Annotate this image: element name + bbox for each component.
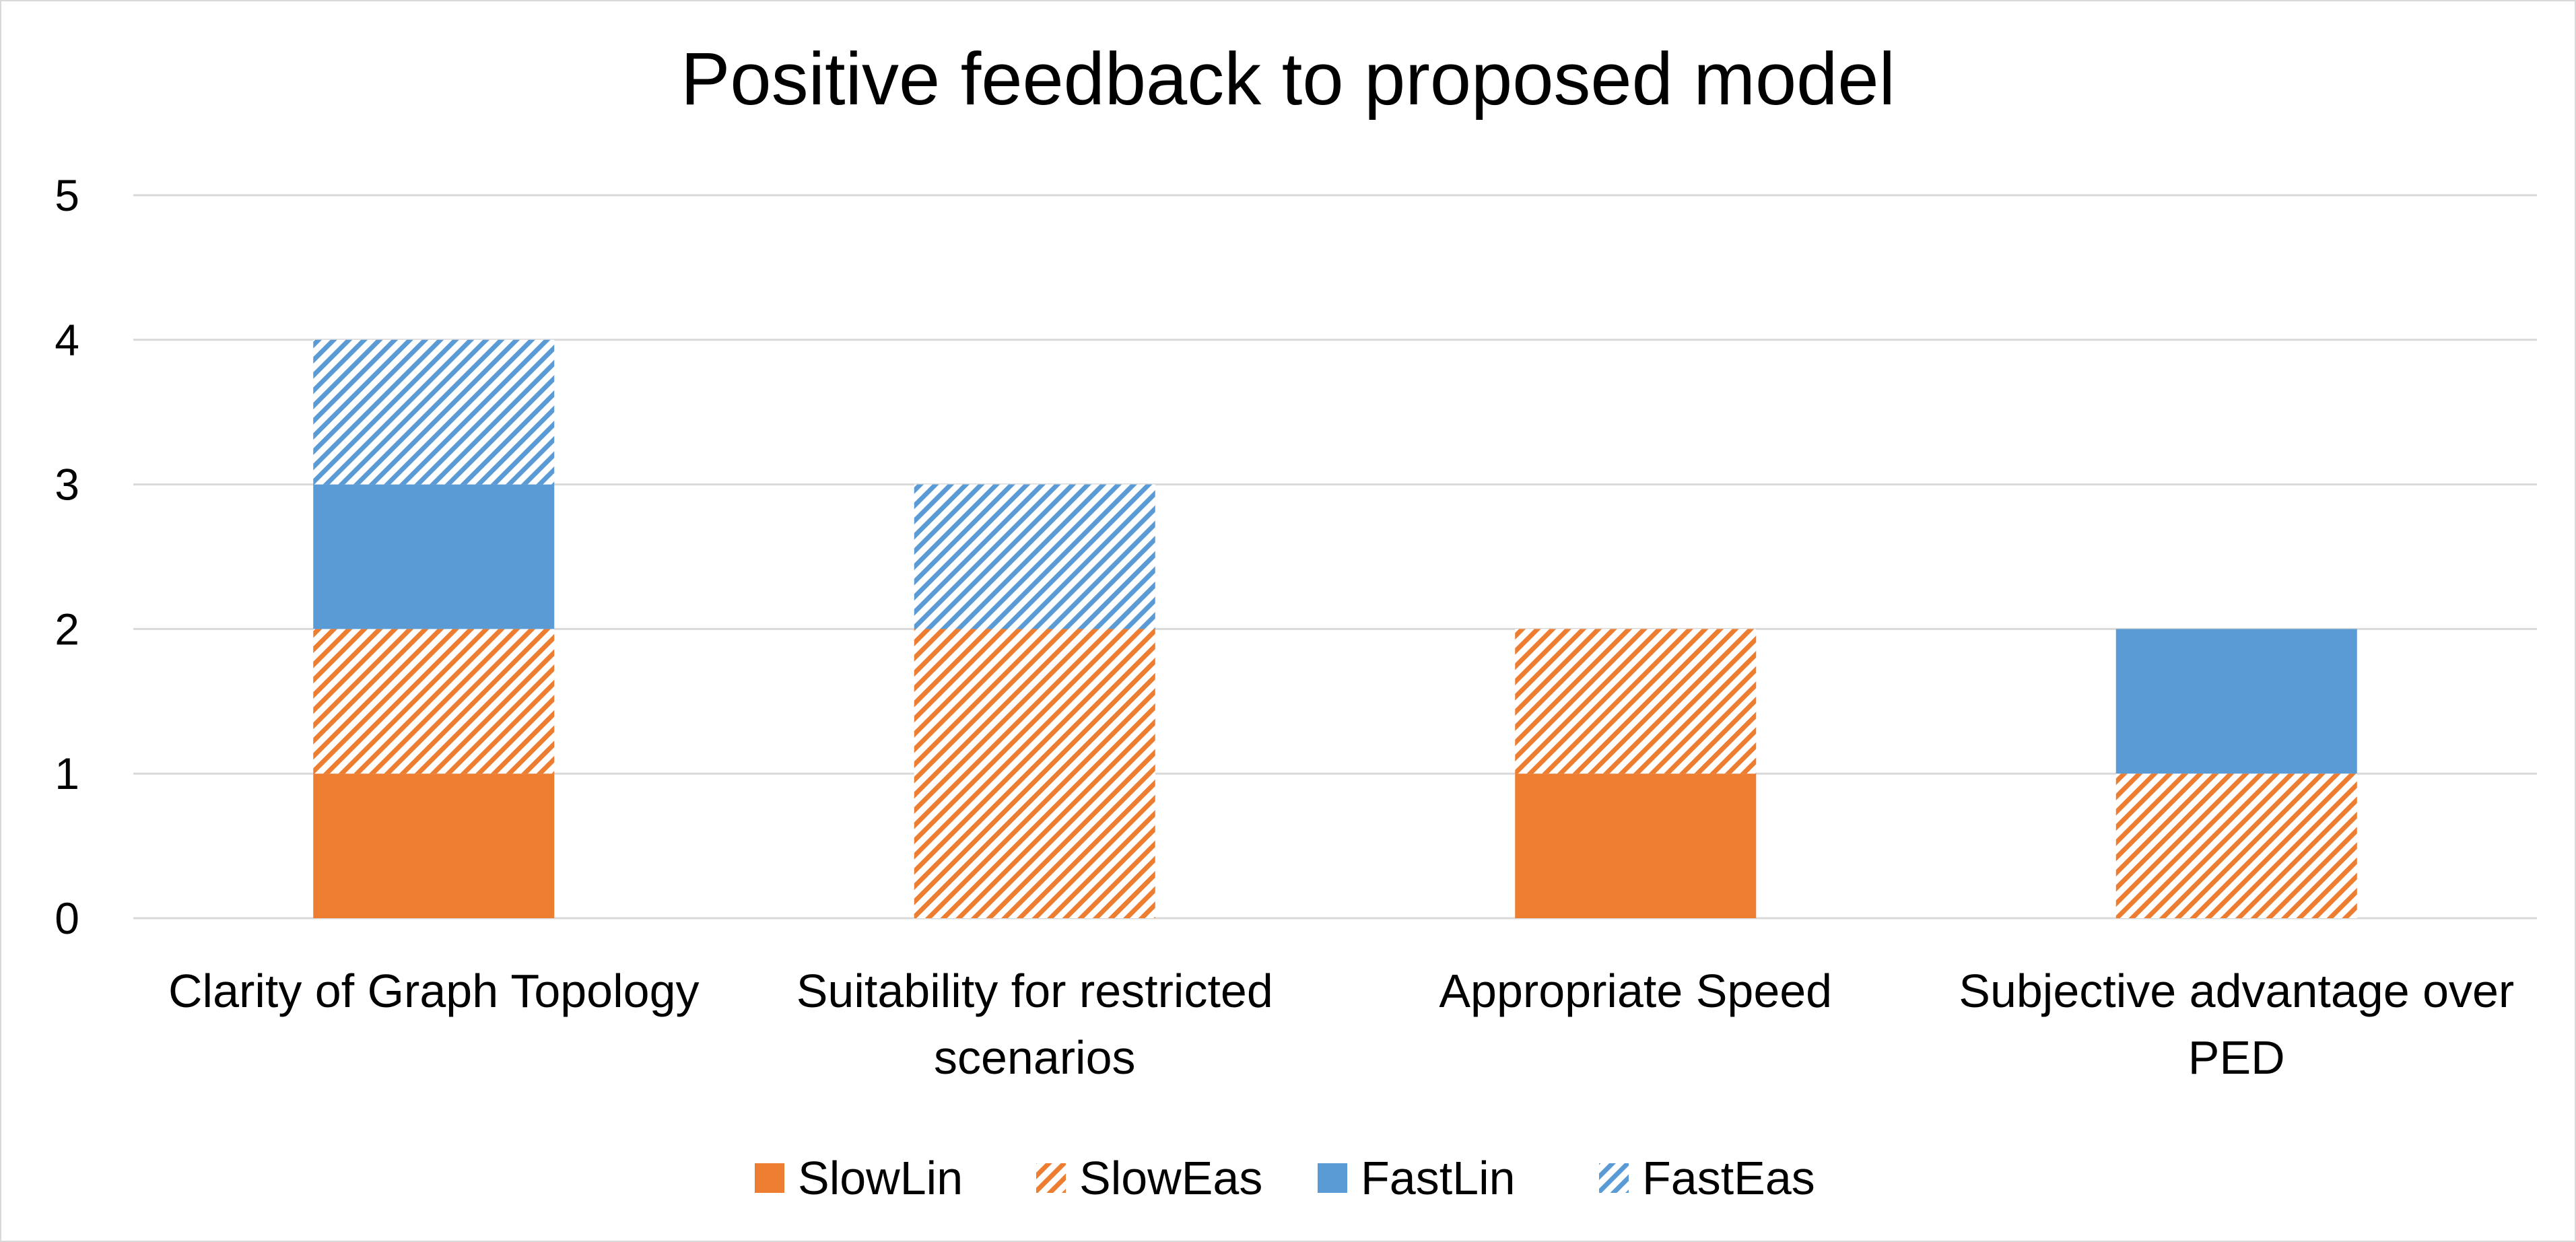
category-label: PED — [2188, 1031, 2285, 1084]
category-label: Subjective advantage over — [1959, 965, 2514, 1017]
y-tick-label: 1 — [55, 749, 79, 798]
y-tick-label: 2 — [55, 604, 79, 654]
chart-title: Positive feedback to proposed model — [681, 38, 1895, 120]
y-tick-label: 0 — [55, 893, 79, 943]
y-tick-label: 4 — [55, 315, 79, 365]
bar-sloweas-2 — [914, 629, 1155, 918]
legend-label: SlowLin — [798, 1152, 963, 1204]
bar-slowlin-3 — [1515, 773, 1757, 918]
y-axis-ticks: 0 1 2 3 4 5 — [55, 170, 79, 943]
bars — [313, 339, 2357, 918]
legend-item-fasteas: FastEas — [1599, 1152, 1815, 1204]
legend-swatch — [1318, 1163, 1347, 1193]
legend-swatch — [1599, 1163, 1629, 1193]
category-label: Suitability for restricted — [796, 965, 1273, 1017]
bar-sloweas-1 — [313, 629, 555, 774]
category-label: Appropriate Speed — [1439, 965, 1832, 1017]
bar-sloweas-4 — [2115, 773, 2357, 918]
bar-sloweas-3 — [1515, 629, 1757, 774]
category-label: Clarity of Graph Topology — [168, 965, 700, 1017]
bar-fastlin-1 — [313, 484, 555, 629]
y-tick-label: 5 — [55, 170, 79, 220]
bar-slowlin-1 — [313, 773, 555, 918]
bar-fasteas-1 — [313, 339, 555, 485]
bar-fastlin-4 — [2115, 629, 2357, 774]
legend: SlowLin SlowEas FastLin FastEas — [755, 1152, 1815, 1204]
y-tick-label: 3 — [55, 460, 79, 510]
legend-item-slowlin: SlowLin — [755, 1152, 963, 1204]
legend-item-fastlin: FastLin — [1318, 1152, 1516, 1204]
legend-swatch — [755, 1163, 784, 1193]
legend-swatch — [1036, 1163, 1066, 1193]
category-label: scenarios — [934, 1031, 1136, 1084]
legend-item-sloweas: SlowEas — [1036, 1152, 1262, 1204]
category-labels: Clarity of Graph Topology Suitability for… — [168, 965, 2514, 1084]
legend-label: SlowEas — [1079, 1152, 1262, 1204]
legend-label: FastEas — [1642, 1152, 1815, 1204]
bar-fasteas-2 — [914, 484, 1155, 629]
legend-label: FastLin — [1361, 1152, 1516, 1204]
